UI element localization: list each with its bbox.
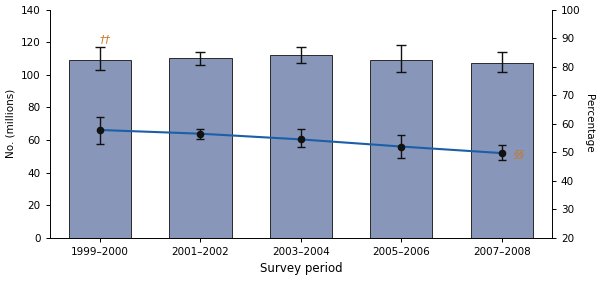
- Y-axis label: Percentage: Percentage: [584, 94, 595, 153]
- Bar: [270, 55, 332, 238]
- Text: §§: §§: [514, 149, 525, 159]
- Y-axis label: No. (millions): No. (millions): [5, 89, 16, 158]
- Bar: [169, 58, 232, 238]
- Bar: [370, 60, 433, 238]
- Text: ††: ††: [100, 35, 111, 45]
- Bar: [69, 60, 131, 238]
- X-axis label: Survey period: Survey period: [260, 262, 342, 275]
- Bar: [470, 64, 533, 238]
